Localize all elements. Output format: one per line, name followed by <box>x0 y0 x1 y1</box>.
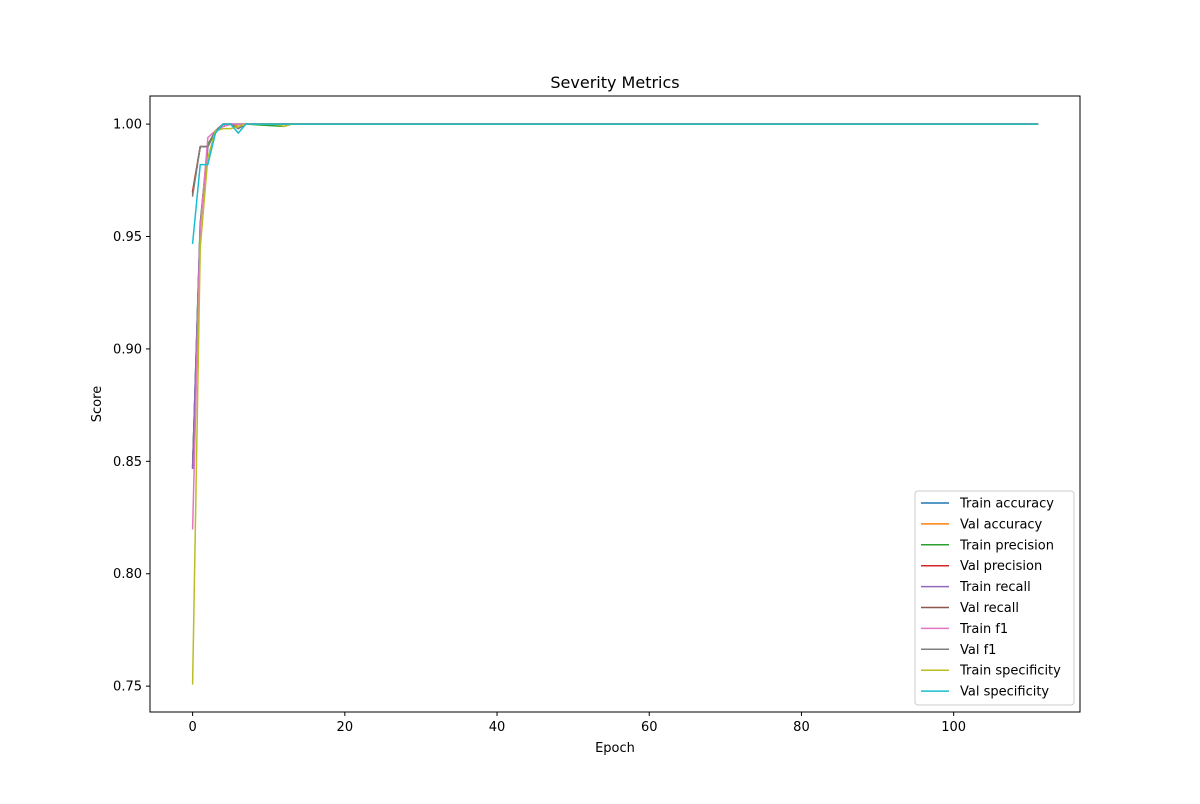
legend-label-val-f1: Val f1 <box>960 643 996 658</box>
chart-title: Severity Metrics <box>550 73 679 92</box>
plot-lines <box>191 123 1039 685</box>
y-axis-label: Score <box>90 386 105 422</box>
series-line-val-specificity <box>191 123 1039 245</box>
x-tick-label: 80 <box>793 720 810 735</box>
legend-label-val-recall: Val recall <box>960 601 1019 616</box>
legend-label-train-recall: Train recall <box>959 580 1031 595</box>
x-axis-ticks: 0 20 40 60 80 100 <box>188 712 966 735</box>
y-axis-ticks: 0.75 0.80 0.85 0.90 0.95 1.00 <box>113 118 150 695</box>
x-tick-label: 0 <box>188 720 196 735</box>
x-tick-label: 40 <box>489 720 506 735</box>
x-tick-label: 100 <box>941 720 966 735</box>
x-tick-label: 60 <box>641 720 658 735</box>
x-axis-label: Epoch <box>595 741 635 756</box>
legend-label-val-specificity: Val specificity <box>960 685 1049 700</box>
legend-label-val-accuracy: Val accuracy <box>960 517 1043 532</box>
y-tick-label: 0.95 <box>113 230 142 245</box>
legend-box <box>914 490 1075 706</box>
y-tick-label: 0.90 <box>113 342 142 357</box>
legend-label-train-f1: Train f1 <box>959 622 1008 637</box>
legend: Train accuracy Val accuracy Train precisio… <box>914 490 1075 706</box>
y-tick-label: 1.00 <box>113 118 142 133</box>
y-tick-label: 0.75 <box>113 680 142 695</box>
y-tick-label: 0.85 <box>113 455 142 470</box>
legend-label-train-accuracy: Train accuracy <box>959 497 1054 512</box>
legend-label-train-precision: Train precision <box>959 538 1054 553</box>
legend-label-val-precision: Val precision <box>960 559 1042 574</box>
legend-label-train-specificity: Train specificity <box>959 664 1061 679</box>
y-tick-label: 0.80 <box>113 567 142 582</box>
x-tick-label: 20 <box>337 720 354 735</box>
plot-frame <box>149 95 1081 713</box>
